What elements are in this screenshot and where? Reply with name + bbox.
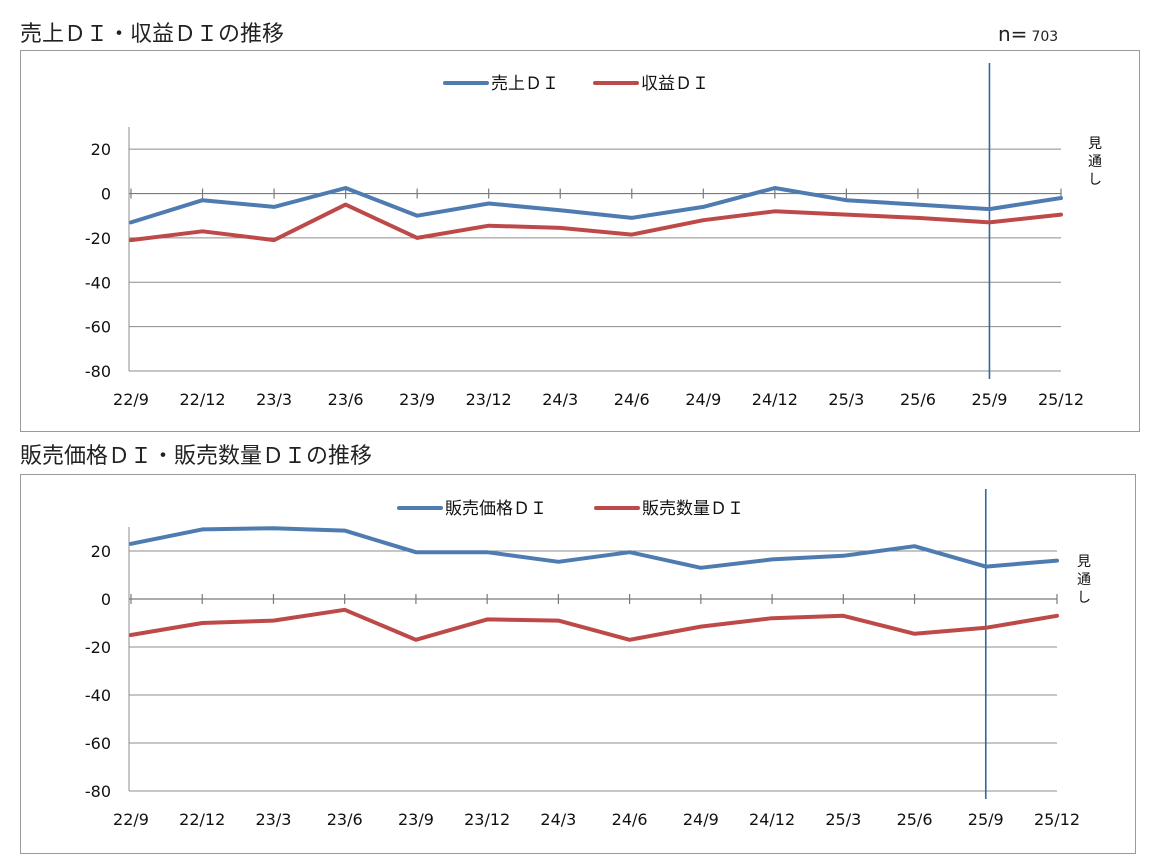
chart-1-legend-label-2: 収益ＤＩ [641,74,709,94]
chart-2-x-tick-label: 25/12 [1034,810,1080,829]
chart-2-x-tick-label: 25/3 [825,810,861,829]
chart-2-x-tick-label: 23/12 [464,810,510,829]
chart-2-forecast-note-char: 見 [1077,554,1091,570]
chart-1-forecast-note-char: 見 [1088,136,1102,152]
chart-2-y-tick-label: 0 [101,590,111,609]
chart-1-y-tick-label: -80 [85,362,111,381]
chart-2-y-tick-label: -40 [85,686,111,705]
chart-2-legend-label-1: 販売価格ＤＩ [445,499,547,519]
chart-1-y-tick-label: -60 [85,318,111,337]
chart-1-y-tick-label: -40 [85,273,111,292]
chart-1-forecast-note-char: 通 [1088,154,1102,170]
chart-2-x-tick-label: 24/9 [683,810,719,829]
chart-2-y-tick-label: -80 [85,782,111,801]
chart-1-series-line-1 [129,186,1063,225]
chart-1-x-tick-label: 23/6 [328,390,364,409]
chart-1-x-tick-label: 25/3 [828,390,864,409]
chart-1-frame: 20 0 -20 -40 -60 -80 22/9 22/12 23/3 23/6 23/9 23/1… [20,50,1140,432]
chart-2-title: 販売価格ＤＩ・販売数量ＤＩの推移 [20,444,373,469]
chart-1-x-tick-label: 24/3 [542,390,578,409]
chart-2-x-tick-label: 23/9 [398,810,434,829]
chart-2-series-line-2 [129,607,1059,642]
chart-1-legend-label-1: 売上ＤＩ [491,74,559,94]
chart-1-x-tick-label: 24/9 [685,390,721,409]
chart-2-x-tick-label: 23/6 [327,810,363,829]
sample-size: n= 703 [998,22,1058,46]
chart-2-x-tick-label: 24/6 [612,810,648,829]
chart-1-x-tick-label: 22/9 [113,390,149,409]
chart-1-x-tick-label: 23/9 [399,390,435,409]
chart-2-legend-label-2: 販売数量ＤＩ [642,499,744,519]
chart-2-x-tick-label: 25/6 [897,810,933,829]
chart-2-x-tick-label: 25/9 [968,810,1004,829]
chart-1-forecast-note-char: し [1088,172,1102,188]
chart-2-y-tick-label: 20 [91,542,111,561]
chart-2-series-line-1 [129,526,1059,570]
chart-1-series-line-2 [129,202,1063,243]
chart-2-x-tick-label: 22/12 [179,810,225,829]
chart-2-forecast-note-char: し [1077,590,1091,606]
sample-size-label: n= [998,22,1028,46]
chart-2-x-tick-label: 22/9 [113,810,149,829]
sample-size-value: 703 [1031,29,1059,45]
chart-1-y-tick-label: -20 [85,229,111,248]
chart-1-x-tick-label: 23/3 [256,390,292,409]
chart-1-x-tick-label: 25/6 [900,390,936,409]
chart-2-x-tick-label: 23/3 [255,810,291,829]
chart-1-x-tick-label: 24/12 [752,390,798,409]
chart-2-forecast-note-char: 通 [1077,572,1091,588]
chart-1-y-tick-label: 0 [101,185,111,204]
chart-2-frame: 20 0 -20 -40 -60 -80 22/9 22/12 23/3 23/6 23/9 23/1… [20,474,1136,854]
chart-2-x-tick-label: 24/3 [540,810,576,829]
chart-1-x-tick-label: 23/12 [466,390,512,409]
chart-1-y-tick-label: 20 [91,140,111,159]
chart-1-title: 売上ＤＩ・収益ＤＩの推移 [20,22,285,47]
chart-1-x-tick-label: 25/9 [971,390,1007,409]
chart-2-x-tick-label: 24/12 [749,810,795,829]
chart-1-x-tick-label: 22/12 [179,390,225,409]
chart-2-y-tick-label: -60 [85,734,111,753]
chart-1-x-tick-label: 24/6 [614,390,650,409]
chart-1-x-tick-label: 25/12 [1038,390,1084,409]
chart-2-y-tick-label: -20 [85,638,111,657]
